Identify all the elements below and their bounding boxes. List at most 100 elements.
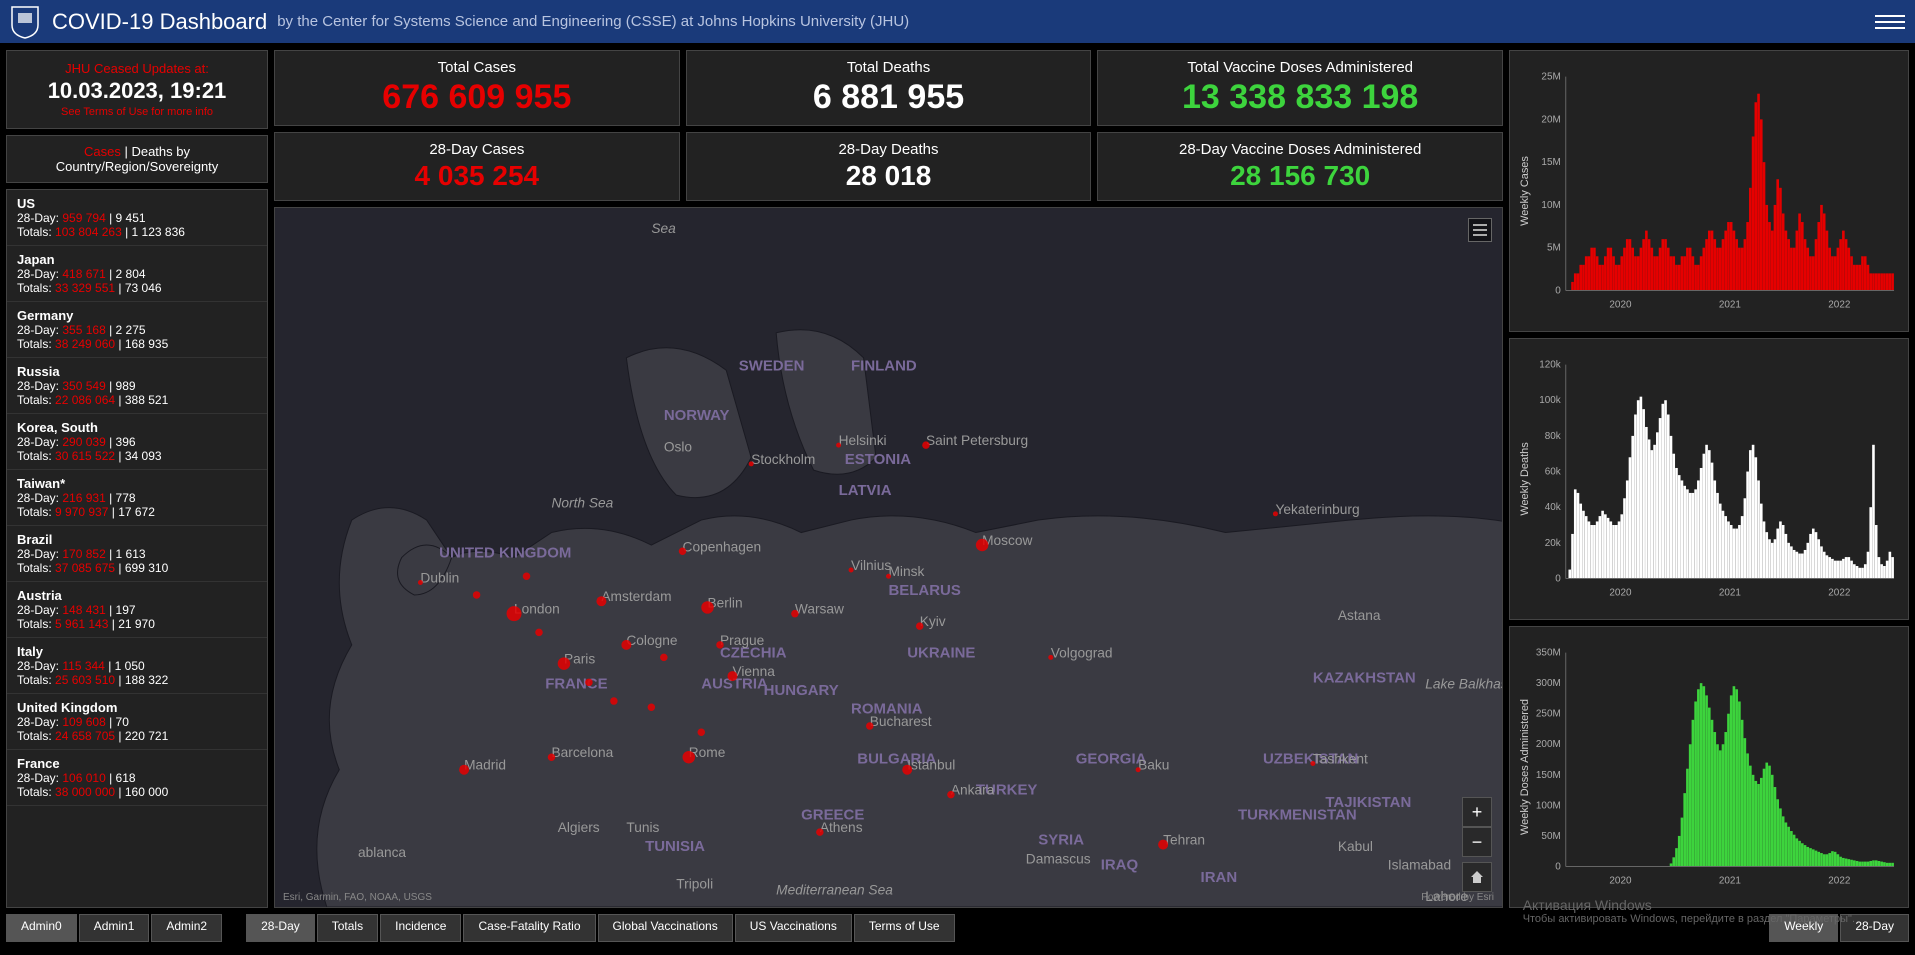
svg-text:5M: 5M: [1547, 243, 1561, 254]
svg-text:Islamabad: Islamabad: [1388, 858, 1451, 873]
svg-text:Prague: Prague: [720, 633, 765, 648]
country-item[interactable]: US 28-Day: 959 794 | 9 451 Totals: 103 8…: [7, 190, 267, 246]
header-bar: COVID-19 Dashboard by the Center for Sys…: [0, 0, 1915, 44]
svg-text:Dublin: Dublin: [420, 570, 459, 585]
country-item[interactable]: Italy 28-Day: 115 344 | 1 050 Totals: 25…: [7, 638, 267, 694]
svg-text:Minsk: Minsk: [889, 564, 925, 579]
zoom-controls: + −: [1462, 797, 1492, 857]
svg-text:HUNGARY: HUNGARY: [764, 682, 839, 699]
list-header: Cases | Deaths by Country/Region/Soverei…: [6, 135, 268, 183]
legend-button[interactable]: [1468, 218, 1492, 242]
update-time: 10.03.2023, 19:21: [17, 78, 257, 104]
svg-text:300M: 300M: [1536, 678, 1561, 689]
svg-text:BELARUS: BELARUS: [889, 582, 961, 599]
svg-text:Helsinki: Helsinki: [839, 433, 887, 448]
update-panel: JHU Ceased Updates at: 10.03.2023, 19:21…: [6, 50, 268, 129]
svg-text:Tashkent: Tashkent: [1313, 751, 1368, 766]
footer-tab[interactable]: Case-Fatality Ratio: [463, 914, 595, 942]
footer-tab[interactable]: Global Vaccinations: [598, 914, 733, 942]
country-item[interactable]: Japan 28-Day: 418 671 | 2 804 Totals: 33…: [7, 246, 267, 302]
svg-text:Kyiv: Kyiv: [920, 614, 946, 629]
country-item[interactable]: Taiwan* 28-Day: 216 931 | 778 Totals: 9 …: [7, 470, 267, 526]
stat-box: 28-Day Deaths28 018: [686, 132, 1092, 201]
svg-text:Amsterdam: Amsterdam: [601, 589, 671, 604]
svg-text:TUNISIA: TUNISIA: [645, 838, 705, 855]
svg-text:20k: 20k: [1545, 538, 1561, 549]
footer-tab[interactable]: Incidence: [380, 914, 461, 942]
svg-text:LATVIA: LATVIA: [839, 482, 892, 499]
svg-text:2020: 2020: [1609, 587, 1632, 598]
svg-text:Kabul: Kabul: [1338, 839, 1373, 854]
footer-tab[interactable]: Totals: [317, 914, 378, 942]
svg-text:Saint Petersburg: Saint Petersburg: [926, 433, 1028, 448]
svg-text:SYRIA: SYRIA: [1038, 832, 1084, 849]
svg-text:FRANCE: FRANCE: [545, 676, 607, 693]
country-item[interactable]: Germany 28-Day: 355 168 | 2 275 Totals: …: [7, 302, 267, 358]
country-list[interactable]: US 28-Day: 959 794 | 9 451 Totals: 103 8…: [6, 189, 268, 908]
svg-text:10M: 10M: [1541, 200, 1560, 211]
zoom-out-button[interactable]: −: [1462, 827, 1492, 857]
svg-text:Cologne: Cologne: [626, 633, 677, 648]
svg-text:250M: 250M: [1536, 709, 1561, 720]
jhu-shield-icon: [10, 5, 40, 39]
country-item[interactable]: Austria 28-Day: 148 431 | 197 Totals: 5 …: [7, 582, 267, 638]
windows-watermark: Активация Windows Чтобы активировать Win…: [1523, 897, 1855, 925]
svg-text:200M: 200M: [1536, 739, 1561, 750]
footer-tab[interactable]: Terms of Use: [854, 914, 955, 942]
svg-text:0: 0: [1555, 861, 1561, 872]
footer-tab[interactable]: Admin2: [151, 914, 222, 942]
svg-text:Vienna: Vienna: [732, 664, 775, 679]
footer-tab[interactable]: Admin1: [79, 914, 150, 942]
svg-text:2021: 2021: [1719, 299, 1742, 310]
chart-panel: Weekly Deaths 020k40k60k80k100k120k20202…: [1509, 338, 1909, 620]
svg-text:Copenhagen: Copenhagen: [683, 539, 762, 554]
svg-text:2021: 2021: [1719, 875, 1742, 886]
footer-tab[interactable]: US Vaccinations: [735, 914, 852, 942]
country-item[interactable]: United Kingdom 28-Day: 109 608 | 70 Tota…: [7, 694, 267, 750]
svg-text:120k: 120k: [1539, 360, 1561, 371]
svg-text:IRAN: IRAN: [1201, 869, 1238, 886]
svg-text:Mediterranean Sea: Mediterranean Sea: [776, 883, 893, 898]
svg-text:Sea: Sea: [651, 221, 676, 236]
home-button[interactable]: [1462, 862, 1492, 892]
svg-text:Warsaw: Warsaw: [795, 602, 844, 617]
svg-text:100M: 100M: [1536, 800, 1561, 811]
svg-text:25M: 25M: [1541, 72, 1560, 83]
svg-text:2022: 2022: [1828, 875, 1851, 886]
svg-text:2022: 2022: [1828, 587, 1851, 598]
cases-label[interactable]: Cases: [84, 144, 121, 159]
country-item[interactable]: France 28-Day: 106 010 | 618 Totals: 38 …: [7, 750, 267, 806]
svg-text:Yekaterinburg: Yekaterinburg: [1275, 502, 1359, 517]
svg-text:Vilnius: Vilnius: [851, 558, 891, 573]
svg-text:0: 0: [1555, 573, 1561, 584]
svg-text:Tehran: Tehran: [1163, 833, 1205, 848]
svg-text:350M: 350M: [1536, 648, 1561, 659]
svg-text:0: 0: [1555, 285, 1561, 296]
country-item[interactable]: Russia 28-Day: 350 549 | 989 Totals: 22 …: [7, 358, 267, 414]
svg-text:100k: 100k: [1539, 395, 1561, 406]
stat-box: Total Deaths6 881 955: [686, 50, 1092, 126]
svg-text:Baku: Baku: [1138, 758, 1169, 773]
svg-text:80k: 80k: [1545, 431, 1561, 442]
map-panel[interactable]: SWEDENFINLANDNORWAYESTONIALATVIAUNITED K…: [274, 207, 1503, 908]
svg-text:Volgograd: Volgograd: [1051, 645, 1113, 660]
dashboard-title: COVID-19 Dashboard: [52, 9, 267, 35]
svg-text:2022: 2022: [1828, 299, 1851, 310]
stat-box: 28-Day Cases4 035 254: [274, 132, 680, 201]
svg-text:Istanbul: Istanbul: [907, 758, 955, 773]
svg-text:FINLAND: FINLAND: [851, 357, 917, 374]
footer-tab[interactable]: 28-Day: [246, 914, 315, 942]
country-item[interactable]: Brazil 28-Day: 170 852 | 1 613 Totals: 3…: [7, 526, 267, 582]
dashboard-subtitle: by the Center for Systems Science and En…: [277, 13, 909, 30]
svg-text:60k: 60k: [1545, 467, 1561, 478]
footer-tab[interactable]: Admin0: [6, 914, 77, 942]
chart-panel: Weekly Doses Administered 050M100M150M20…: [1509, 626, 1909, 908]
zoom-in-button[interactable]: +: [1462, 797, 1492, 827]
svg-text:KAZAKHSTAN: KAZAKHSTAN: [1313, 669, 1416, 686]
svg-text:Tunis: Tunis: [626, 820, 659, 835]
terms-link[interactable]: See Terms of Use for more info: [17, 106, 257, 118]
svg-text:Algiers: Algiers: [558, 820, 600, 835]
country-item[interactable]: Korea, South 28-Day: 290 039 | 396 Total…: [7, 414, 267, 470]
svg-text:Lake Balkhash: Lake Balkhash: [1425, 677, 1502, 692]
menu-button[interactable]: [1875, 7, 1905, 37]
